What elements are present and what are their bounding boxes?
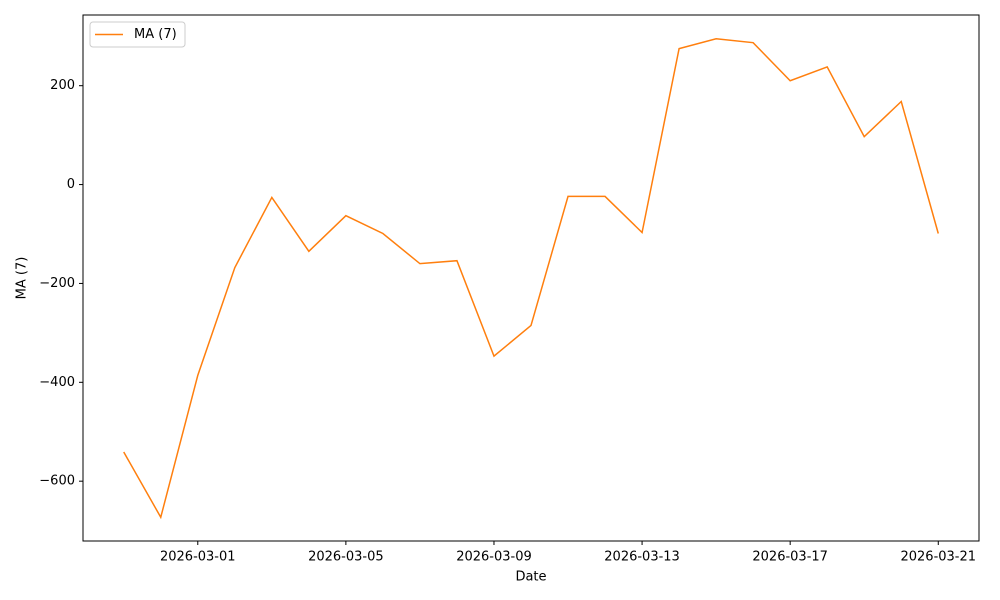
x-tick-label: 2026-03-01: [160, 550, 236, 565]
y-tick-label: −200: [39, 276, 75, 291]
x-tick-label: 2026-03-21: [900, 550, 976, 565]
y-tick-label: −600: [39, 474, 75, 489]
y-tick-label: −400: [39, 375, 75, 390]
x-tick-label: 2026-03-09: [456, 550, 532, 565]
x-tick-label: 2026-03-13: [604, 550, 680, 565]
x-axis-label: Date: [515, 570, 546, 585]
x-tick-label: 2026-03-05: [308, 550, 384, 565]
x-tick-label: 2026-03-17: [752, 550, 828, 565]
y-axis-label: MA (7): [15, 257, 30, 300]
y-tick-label: 200: [50, 78, 75, 93]
line-series: [123, 37, 939, 520]
legend-label: MA (7): [134, 27, 177, 42]
legend-box: [89, 21, 186, 48]
y-tick-label: 0: [67, 177, 75, 192]
plot-frame: [82, 14, 980, 542]
